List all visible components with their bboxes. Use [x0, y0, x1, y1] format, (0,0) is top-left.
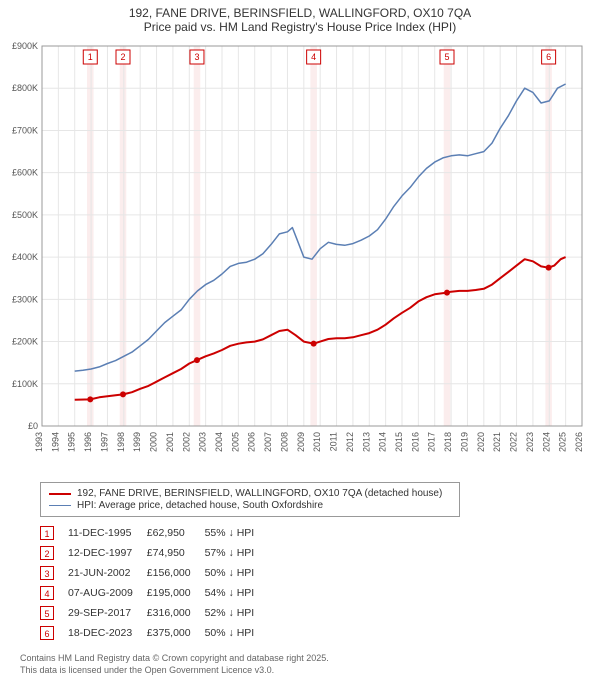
svg-text:3: 3 — [194, 52, 199, 62]
svg-text:2014: 2014 — [378, 432, 388, 452]
sale-delta: 50% ↓ HPI — [205, 623, 269, 643]
svg-text:2: 2 — [120, 52, 125, 62]
svg-text:2023: 2023 — [525, 432, 535, 452]
svg-text:£100K: £100K — [12, 379, 38, 389]
svg-text:2007: 2007 — [263, 432, 273, 452]
svg-text:1998: 1998 — [116, 432, 126, 452]
table-row: 2 12-DEC-1997£74,95057% ↓ HPI — [40, 543, 268, 563]
table-row: 5 29-SEP-2017£316,00052% ↓ HPI — [40, 603, 268, 623]
svg-text:2012: 2012 — [345, 432, 355, 452]
line-chart: £0 £100K £200K £300K £400K £500K £600K £700K £80… — [0, 36, 600, 476]
svg-text:2018: 2018 — [443, 432, 453, 452]
sale-marker: 2 — [40, 546, 54, 560]
sales-table: 1 11-DEC-1995£62,95055% ↓ HPI 2 12-DEC-1997… — [40, 523, 580, 643]
svg-text:1996: 1996 — [83, 432, 93, 452]
svg-text:2006: 2006 — [247, 432, 257, 452]
svg-text:2000: 2000 — [149, 432, 159, 452]
svg-text:2001: 2001 — [165, 432, 175, 452]
table-row: 3 21-JUN-2002£156,00050% ↓ HPI — [40, 563, 268, 583]
legend-swatch — [49, 505, 71, 506]
sale-date: 11-DEC-1995 — [68, 523, 147, 543]
svg-text:6: 6 — [546, 52, 551, 62]
svg-text:2024: 2024 — [541, 432, 551, 452]
svg-text:2015: 2015 — [394, 432, 404, 452]
svg-text:£300K: £300K — [12, 294, 38, 304]
sale-price: £74,950 — [147, 543, 205, 563]
svg-text:4: 4 — [311, 52, 316, 62]
sale-marker: 6 — [40, 626, 54, 640]
svg-text:1: 1 — [88, 52, 93, 62]
svg-text:1997: 1997 — [99, 432, 109, 452]
sale-price: £62,950 — [147, 523, 205, 543]
sale-price: £156,000 — [147, 563, 205, 583]
svg-text:1994: 1994 — [50, 432, 60, 452]
legend-item: HPI: Average price, detached house, Sout… — [49, 500, 451, 511]
svg-text:£200K: £200K — [12, 337, 38, 347]
svg-text:1999: 1999 — [132, 432, 142, 452]
svg-text:£800K: £800K — [12, 83, 38, 93]
svg-text:£900K: £900K — [12, 41, 38, 51]
sale-date: 29-SEP-2017 — [68, 603, 147, 623]
legend-label: HPI: Average price, detached house, Sout… — [77, 500, 323, 511]
svg-text:2025: 2025 — [558, 432, 568, 452]
svg-text:2002: 2002 — [181, 432, 191, 452]
svg-text:2008: 2008 — [279, 432, 289, 452]
table-row: 4 07-AUG-2009£195,00054% ↓ HPI — [40, 583, 268, 603]
svg-text:5: 5 — [444, 52, 449, 62]
svg-text:1995: 1995 — [67, 432, 77, 452]
svg-text:£700K: £700K — [12, 125, 38, 135]
svg-text:2016: 2016 — [410, 432, 420, 452]
figure-container: 192, FANE DRIVE, BERINSFIELD, WALLINGFOR… — [0, 0, 600, 680]
svg-text:2010: 2010 — [312, 432, 322, 452]
svg-text:2020: 2020 — [476, 432, 486, 452]
legend-label: 192, FANE DRIVE, BERINSFIELD, WALLINGFOR… — [77, 488, 442, 499]
title-block: 192, FANE DRIVE, BERINSFIELD, WALLINGFOR… — [0, 0, 600, 36]
svg-text:2021: 2021 — [492, 432, 502, 452]
footer-line1: Contains HM Land Registry data © Crown c… — [20, 653, 580, 665]
sale-marker: 5 — [40, 606, 54, 620]
svg-text:2003: 2003 — [198, 432, 208, 452]
sale-date: 07-AUG-2009 — [68, 583, 147, 603]
sale-date: 18-DEC-2023 — [68, 623, 147, 643]
svg-text:2026: 2026 — [574, 432, 584, 452]
sale-price: £195,000 — [147, 583, 205, 603]
sale-price: £375,000 — [147, 623, 205, 643]
footer-line2: This data is licensed under the Open Gov… — [20, 665, 580, 677]
sale-delta: 52% ↓ HPI — [205, 603, 269, 623]
sale-marker: 4 — [40, 586, 54, 600]
legend-swatch — [49, 493, 71, 495]
sale-delta: 50% ↓ HPI — [205, 563, 269, 583]
sale-marker: 1 — [40, 526, 54, 540]
svg-text:£600K: £600K — [12, 168, 38, 178]
svg-text:1993: 1993 — [34, 432, 44, 452]
chart-area: £0 £100K £200K £300K £400K £500K £600K £700K £80… — [0, 36, 600, 476]
svg-text:£500K: £500K — [12, 210, 38, 220]
table-row: 6 18-DEC-2023£375,00050% ↓ HPI — [40, 623, 268, 643]
svg-text:2009: 2009 — [296, 432, 306, 452]
svg-text:2011: 2011 — [329, 432, 339, 451]
title-subtitle: Price paid vs. HM Land Registry's House … — [10, 20, 590, 34]
svg-text:2022: 2022 — [509, 432, 519, 452]
sale-price: £316,000 — [147, 603, 205, 623]
svg-text:£400K: £400K — [12, 252, 38, 262]
svg-text:2004: 2004 — [214, 432, 224, 452]
sale-date: 12-DEC-1997 — [68, 543, 147, 563]
sale-delta: 55% ↓ HPI — [205, 523, 269, 543]
svg-text:2017: 2017 — [427, 432, 437, 452]
sale-delta: 57% ↓ HPI — [205, 543, 269, 563]
legend-item: 192, FANE DRIVE, BERINSFIELD, WALLINGFOR… — [49, 488, 451, 499]
svg-text:2005: 2005 — [230, 432, 240, 452]
svg-text:2019: 2019 — [459, 432, 469, 452]
sale-date: 21-JUN-2002 — [68, 563, 147, 583]
footer-note: Contains HM Land Registry data © Crown c… — [20, 653, 580, 676]
sale-delta: 54% ↓ HPI — [205, 583, 269, 603]
svg-text:£0: £0 — [28, 421, 38, 431]
sale-marker: 3 — [40, 566, 54, 580]
title-address: 192, FANE DRIVE, BERINSFIELD, WALLINGFOR… — [10, 6, 590, 20]
svg-text:2013: 2013 — [361, 432, 371, 452]
legend: 192, FANE DRIVE, BERINSFIELD, WALLINGFOR… — [40, 482, 460, 517]
table-row: 1 11-DEC-1995£62,95055% ↓ HPI — [40, 523, 268, 543]
